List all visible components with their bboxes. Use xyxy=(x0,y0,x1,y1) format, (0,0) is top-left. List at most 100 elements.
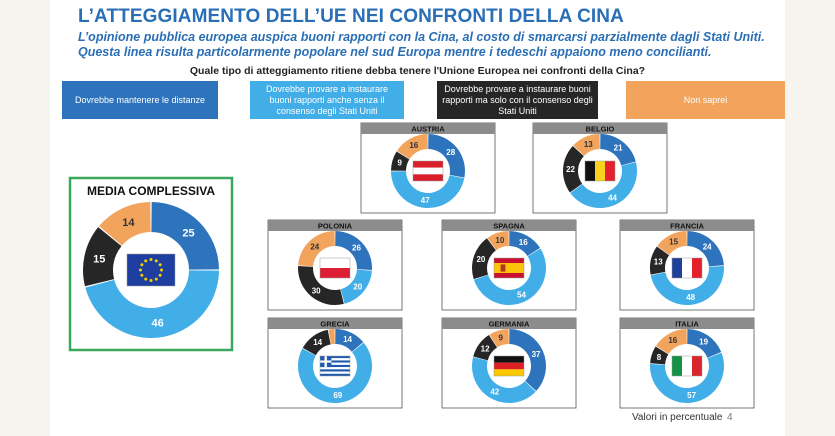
country-name: GRECIA xyxy=(320,320,350,329)
panel-header xyxy=(442,318,576,329)
data-label: 8 xyxy=(657,353,662,362)
donut-segment-distanze xyxy=(509,329,546,392)
donut-segment-distanze xyxy=(151,202,219,270)
overall-title: MEDIA COMPLESSIVA xyxy=(87,184,215,198)
legend-con-usa: Dovrebbe provare a instaurare buoni rapp… xyxy=(437,81,598,119)
data-label: 47 xyxy=(421,196,430,205)
country-name: BELGIO xyxy=(586,125,615,134)
eu-star xyxy=(140,263,144,267)
data-label: 13 xyxy=(584,140,593,149)
donut-segment-con_usa xyxy=(473,334,498,361)
donut-segment-distanze xyxy=(509,231,541,257)
donut-segment-con_usa xyxy=(563,145,584,193)
right-margin xyxy=(785,0,835,436)
country-name: SPAGNA xyxy=(493,222,525,231)
data-label: 20 xyxy=(353,283,362,292)
data-label: 14 xyxy=(122,217,135,229)
donut-segment-senza_usa xyxy=(472,357,536,404)
data-label: 69 xyxy=(333,391,342,400)
data-label: 16 xyxy=(409,141,418,150)
eu-star xyxy=(158,263,162,267)
data-label: 12 xyxy=(481,345,490,354)
page-title: L’ATTEGGIAMENTO DELL’UE NEI CONFRONTI DE… xyxy=(78,6,624,27)
data-label: 46 xyxy=(152,318,164,330)
country-panel-germania: GERMANIA 37 42 12 9 xyxy=(441,317,577,409)
data-label: 16 xyxy=(668,336,677,345)
data-label: 14 xyxy=(343,335,352,344)
eu-star xyxy=(144,259,148,263)
donut-segment-senza_usa xyxy=(650,266,724,305)
legend-senza-usa: Dovrebbe provare a instaurare buoni rapp… xyxy=(250,81,404,119)
donut-segment-con_usa xyxy=(472,238,496,280)
data-label: 22 xyxy=(566,165,575,174)
overall-panel: MEDIA COMPLESSIVA 25 46 15 14 xyxy=(68,176,234,352)
flag-border xyxy=(412,160,444,182)
survey-question: Quale tipo di atteggiamento ritiene debb… xyxy=(189,65,646,77)
eu-star xyxy=(149,257,153,261)
panel-header xyxy=(268,220,402,231)
panel-header xyxy=(442,220,576,231)
flag-border xyxy=(319,355,351,377)
data-label: 57 xyxy=(687,391,696,400)
legend-distanze: Dovrebbe mantenere le distanze xyxy=(62,81,218,119)
donut-segment-distanze xyxy=(687,231,724,267)
panel-header xyxy=(361,123,495,134)
flag-border xyxy=(671,355,703,377)
country-panel-austria: AUSTRIA 28 47 9 16 xyxy=(360,122,496,214)
data-label: 37 xyxy=(532,350,541,359)
donut-segment-con_usa xyxy=(302,329,331,356)
donut-segment-senza_usa xyxy=(391,171,465,208)
data-label: 54 xyxy=(517,291,526,300)
data-label: 13 xyxy=(654,257,663,266)
eu-star xyxy=(144,277,148,281)
donut-segment-senza_usa xyxy=(649,352,724,404)
donut-segment-non_saprei xyxy=(487,231,509,251)
panel-header xyxy=(268,318,402,329)
donut-segment-non_saprei xyxy=(328,329,335,345)
country-name: AUSTRIA xyxy=(411,125,445,134)
donut-segment-distanze xyxy=(335,231,372,270)
donut-segment-distanze xyxy=(687,329,722,358)
data-label: 15 xyxy=(669,238,678,247)
country-name: FRANCIA xyxy=(670,222,704,231)
data-label: 26 xyxy=(352,244,361,253)
donut-segment-senza_usa xyxy=(570,162,638,209)
country-name: POLONIA xyxy=(318,222,353,231)
flag-border xyxy=(126,253,176,287)
flag-border xyxy=(319,257,351,279)
data-label: 28 xyxy=(446,148,455,157)
panel-header xyxy=(620,318,754,329)
page-number: 4 xyxy=(727,412,733,423)
data-label: 14 xyxy=(313,338,322,347)
panel-header xyxy=(620,220,754,231)
values-note: Valori in percentuale xyxy=(632,412,723,423)
donut-segment-non_saprei xyxy=(298,231,335,267)
data-label: 25 xyxy=(182,227,194,239)
page-subtitle: L’opinione pubblica europea auspica buon… xyxy=(78,30,765,59)
data-label: 19 xyxy=(699,337,708,346)
donut-segment-con_usa xyxy=(650,346,669,365)
data-label: 42 xyxy=(490,388,499,397)
donut-segment-distanze xyxy=(428,134,465,178)
donut-segment-con_usa xyxy=(650,246,670,275)
donut-segment-non_saprei xyxy=(396,134,428,160)
donut-segment-distanze xyxy=(600,134,636,166)
donut-segment-distanze xyxy=(335,329,364,352)
data-label: 30 xyxy=(312,287,321,296)
data-label: 9 xyxy=(499,334,504,343)
country-name: ITALIA xyxy=(675,320,699,329)
donut-segment-senza_usa xyxy=(340,269,372,304)
eu-star xyxy=(160,268,164,272)
flag-border xyxy=(584,160,616,182)
data-label: 15 xyxy=(93,253,105,265)
donut-segment-non_saprei xyxy=(655,329,687,355)
donut-segment-non_saprei xyxy=(489,329,509,348)
country-panel-belgio: BELGIO 21 44 22 13 xyxy=(532,122,668,214)
data-label: 24 xyxy=(703,242,712,251)
donut-segment-con_usa xyxy=(391,151,410,171)
country-panel-spagna: SPAGNA 16 54 20 10 xyxy=(441,219,577,311)
data-label: 44 xyxy=(608,194,617,203)
panel-header xyxy=(533,123,667,134)
